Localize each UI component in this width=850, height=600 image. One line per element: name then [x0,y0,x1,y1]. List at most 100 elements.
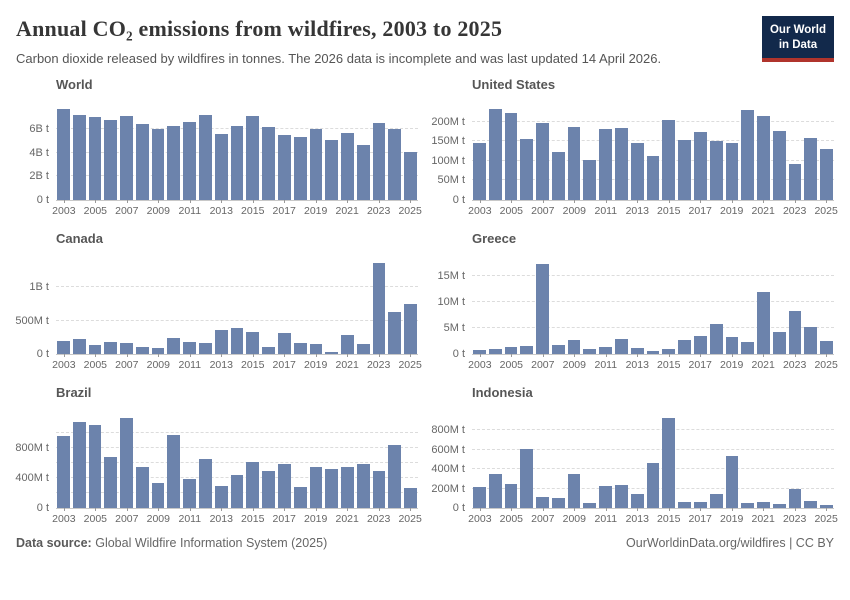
bar-canada-2014 [230,327,244,354]
x-axis-tick [347,199,349,203]
bar-world-2025 [404,151,417,200]
facet-world: World 0 t 2B t 4B t 6B t 2003 2005 2007 2009 2011… [16,77,421,217]
x-axis-tick [542,353,544,357]
bar-brazil-2020 [325,468,339,508]
bar-greece-2016 [678,339,691,354]
bar-greece-2018 [709,323,723,354]
bar-canada-2005 [88,345,102,354]
bar-canada-2018 [293,343,307,354]
bar-brazil-2017 [277,464,291,508]
x-axis-tick [284,353,286,357]
bar-indonesia-2012 [615,485,628,508]
bar-world-2003 [57,109,70,200]
y-axis-tick-label: 6B t [29,123,49,136]
bar-canada-2016 [262,346,275,354]
bar-world-2010 [167,126,181,200]
bar-greece-2004 [488,349,502,354]
y-axis-tick-label: 50M t [437,174,465,187]
x-axis-tick [731,507,733,511]
charts-grid: World 0 t 2B t 4B t 6B t 2003 2005 2007 2009 2011… [15,77,838,525]
bar-greece-2011 [599,346,613,354]
y-gridline [56,431,418,433]
bar-united-states-2013 [630,142,644,200]
x-axis-tick-label: 2007 [115,358,139,371]
bar-indonesia-2010 [583,503,597,508]
x-axis-tick [63,507,65,511]
bar-indonesia-2013 [630,493,644,508]
bar-greece-2023 [788,310,802,354]
bar-united-states-2010 [583,160,597,200]
data-source: Data source: Global Wildfire Information… [16,536,327,550]
footer: Data source: Global Wildfire Information… [16,536,834,550]
license-text: OurWorldinData.org/wildfires | CC BY [626,535,834,550]
bar-brazil-2015 [246,461,260,508]
bar-united-states-2012 [615,127,628,200]
x-axis-tick [347,507,349,511]
y-gridline [56,319,418,321]
bars-canada [56,255,418,354]
x-axis-tick [542,199,544,203]
bar-canada-2020 [325,351,339,354]
x-axis-tick-label: 2003 [52,204,76,217]
bar-greece-2025 [820,341,833,354]
facet-title-greece: Greece [472,230,517,246]
x-axis-tick [315,507,317,511]
x-axis-tick [189,507,191,511]
x-axis-tick-label: 2013 [209,358,233,371]
x-axis-tick [668,199,670,203]
bar-brazil-2016 [262,471,275,508]
x-axis-tick [668,507,670,511]
y-axis-tick-label: 800M t [431,424,465,437]
y-axis-tick-label: 4B t [29,146,49,159]
x-axis-tick [126,507,128,511]
y-axis-tick-label: 1B t [29,281,49,294]
x-axis-tick-label: 2003 [52,512,76,525]
x-axis-tick-label: 2009 [146,512,170,525]
y-gridline [472,300,834,302]
x-axis-tick [605,353,607,357]
x-axis-tick-label: 2003 [468,204,492,217]
bar-united-states-2009 [567,126,581,200]
bar-greece-2003 [473,350,486,354]
bar-world-2004 [72,115,86,200]
x-axis-tick [378,507,380,511]
x-axis-tick-label: 2017 [272,358,296,371]
bar-brazil-2018 [293,486,307,508]
x-axis-tick [315,199,317,203]
bars-indonesia [472,409,834,508]
x-axis-tick [574,199,576,203]
x-axis-tick [542,507,544,511]
bar-world-2013 [214,133,228,200]
owid-logo-line1: Our World [769,24,826,36]
x-axis-tick [700,507,702,511]
header-text: Annual CO₂ emissions from wildfires, 200… [16,14,661,68]
bar-canada-2010 [167,338,181,354]
facet-title-canada: Canada [56,230,103,246]
bar-canada-2012 [199,343,212,354]
x-axis-tick-label: 2011 [594,512,618,525]
plot-area-united-states: 0 t 50M t 100M t 150M t 200M t 2003 2005 2007 20… [431,101,838,217]
x-axis-tick-label: 2003 [52,358,76,371]
bar-indonesia-2016 [678,501,691,508]
x-axis-tick-label: 2015 [241,512,265,525]
bar-canada-2008 [135,346,149,354]
bar-indonesia-2020 [741,503,755,508]
x-axis-tick-label: 2019 [304,358,328,371]
x-axis-tick [479,507,481,511]
bar-greece-2009 [567,340,581,354]
x-axis-tick [826,353,828,357]
x-axis-tick-label: 2005 [83,512,108,525]
bar-united-states-2021 [757,116,770,200]
x-axis-tick [410,353,412,357]
bars-greece [472,255,834,354]
y-axis-tick-label: 5M t [443,321,465,334]
x-axis-tick [221,353,223,357]
y-gridline [56,461,418,463]
x-axis-tick-label: 2007 [115,512,139,525]
x-axis-tick [221,199,223,203]
bar-greece-2010 [583,348,597,354]
x-axis-tick [284,507,286,511]
y-gridline [472,140,834,142]
bar-greece-2006 [520,346,534,354]
